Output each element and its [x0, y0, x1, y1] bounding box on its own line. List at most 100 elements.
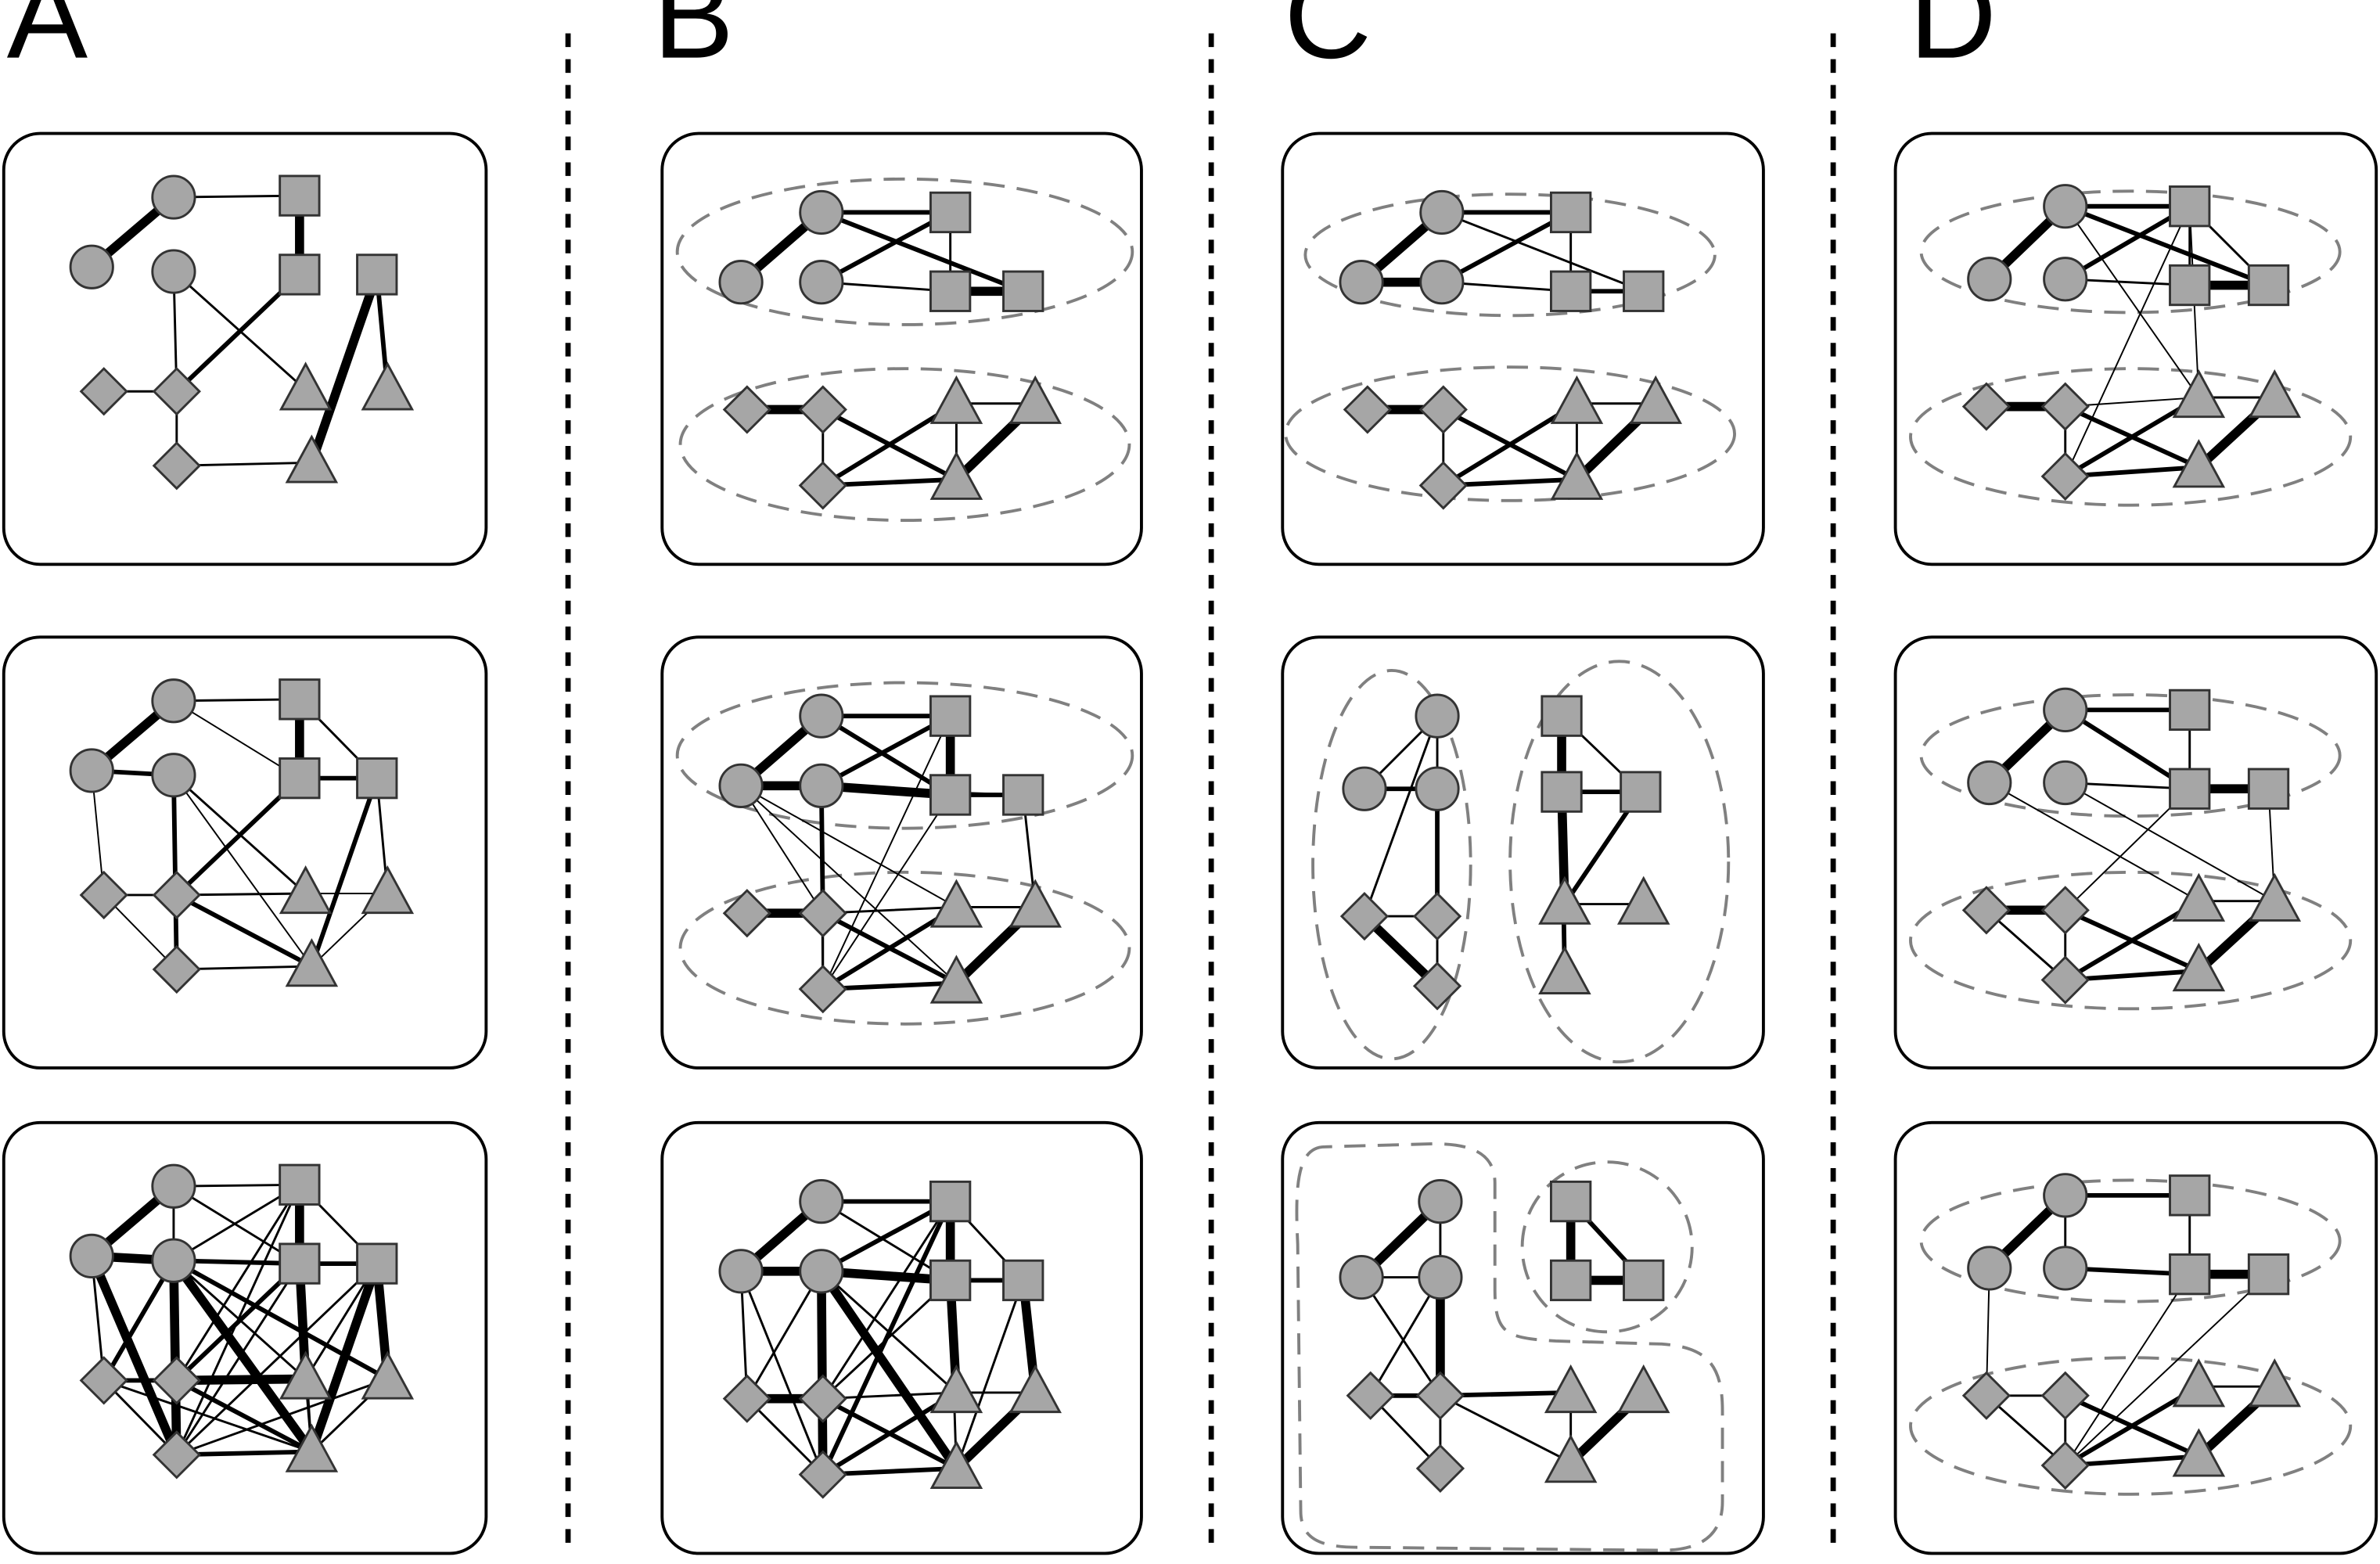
square-node [1550, 1180, 1592, 1223]
triangle-node [2248, 1358, 2302, 1408]
network-edge [821, 1278, 952, 1400]
diamond-node [1346, 1371, 1395, 1420]
triangle-node [1550, 451, 1604, 500]
diamond-node [2040, 382, 2090, 431]
triangle-node [285, 434, 339, 484]
square-node [1002, 1259, 1044, 1302]
network-edge [2064, 1273, 2191, 1466]
community-outline [1909, 1356, 2353, 1496]
panel-frame [2, 1120, 488, 1555]
triangle-node [2172, 369, 2226, 419]
diamond-node [1412, 891, 1462, 941]
network-panel-c3 [1281, 1120, 1765, 1555]
circle-node [799, 189, 844, 235]
triangle-node [1008, 375, 1062, 424]
diamond-node [79, 367, 128, 416]
network-panel-d2 [1893, 635, 2378, 1070]
diamond-node [2040, 1440, 2090, 1490]
triangle-node [1538, 945, 1591, 994]
network-edge [175, 1262, 301, 1456]
circle-node [151, 1163, 196, 1209]
circle-node [1967, 760, 2012, 806]
triangle-node [1616, 875, 1670, 925]
circle-node [1415, 766, 1460, 811]
circle-node [151, 1238, 196, 1283]
network-edge [2064, 1273, 2270, 1466]
diamond-node [152, 870, 201, 920]
circle-node [151, 678, 196, 724]
community-outline [1909, 870, 2353, 1011]
community-outline [1508, 660, 1731, 1064]
diamond-node [722, 889, 771, 938]
network-edge [739, 1270, 825, 1476]
circle-node [69, 748, 114, 793]
triangle-node [1629, 375, 1682, 424]
community-outline [1919, 1178, 2342, 1303]
circle-node [1418, 1254, 1463, 1300]
square-node [279, 678, 321, 721]
triangle-node [1538, 875, 1591, 925]
diamond-node [79, 870, 128, 920]
triangle-node [2172, 1428, 2226, 1477]
triangle-node [929, 879, 983, 928]
network-edge [1360, 1276, 1442, 1397]
triangle-node [279, 865, 333, 915]
network-edge [172, 699, 300, 779]
circle-node [1342, 766, 1387, 811]
diamond-node [1418, 385, 1468, 434]
diamond-node [722, 385, 771, 434]
network-edge [818, 1199, 953, 1274]
panel-frame [1893, 1120, 2378, 1555]
panel-frame [1893, 635, 2378, 1070]
network-edge [2064, 205, 2200, 398]
triangle-node [929, 451, 983, 500]
community-outline [1909, 367, 2353, 507]
network-edge [820, 1200, 952, 1282]
network-edge [1985, 1394, 2067, 1467]
triangle-node [2172, 942, 2226, 992]
diamond-node [1343, 385, 1392, 434]
network-panel-d1 [1893, 131, 2378, 566]
network-panel-c2 [1281, 635, 1765, 1070]
network-edge [175, 1183, 301, 1382]
triangle-node [1544, 1364, 1598, 1414]
diamond-node [152, 441, 201, 491]
network-edge [1439, 210, 1573, 285]
square-node [2169, 1174, 2211, 1217]
square-node [1002, 774, 1044, 816]
network-edge [1439, 1394, 1573, 1464]
square-node [279, 1242, 321, 1285]
diamond-node [152, 1430, 201, 1480]
network-edge [2064, 782, 2276, 902]
panel-frame [660, 1120, 1143, 1555]
square-node [279, 253, 321, 296]
diamond-node [798, 1450, 847, 1499]
square-node [929, 1180, 972, 1223]
diamond-node [798, 1374, 847, 1423]
triangle-node [929, 1364, 983, 1414]
square-node [929, 191, 972, 234]
diamond-node [79, 1356, 128, 1405]
circle-node [799, 1249, 844, 1294]
triangle-node [279, 1350, 333, 1400]
square-node [2247, 1253, 2290, 1296]
circle-node [1415, 693, 1460, 739]
square-node [2169, 689, 2211, 732]
network-edge [1440, 210, 1645, 293]
network-edge [818, 210, 953, 285]
network-panel-a2 [2, 635, 488, 1070]
triangle-node [929, 375, 983, 424]
network-panel-b2 [660, 635, 1143, 1070]
diamond-node [1415, 1371, 1465, 1420]
network-edge [102, 1379, 313, 1453]
network-edge [740, 785, 958, 908]
diamond-node [1412, 962, 1462, 1011]
triangle-node [361, 1350, 415, 1400]
network-panel-b1 [660, 131, 1143, 566]
circle-node [799, 763, 844, 808]
network-edge [818, 714, 953, 789]
network-edge [172, 1185, 301, 1265]
network-edge [955, 1278, 1025, 1470]
network-panel-d3 [1893, 1120, 2378, 1555]
community-outline [678, 367, 1131, 522]
